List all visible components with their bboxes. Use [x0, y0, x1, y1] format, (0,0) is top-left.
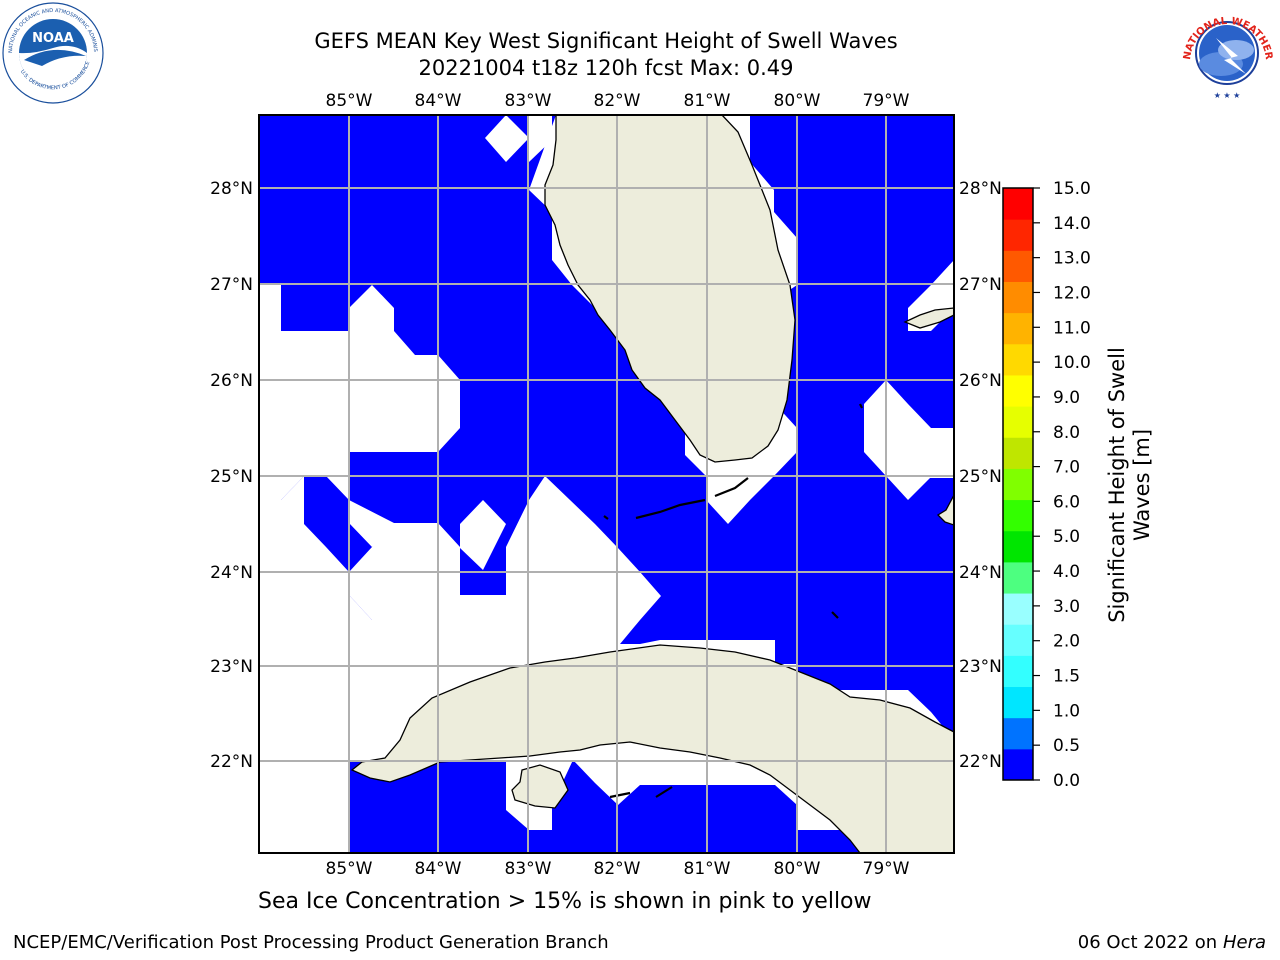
latitude-label: 27°N	[210, 275, 253, 295]
isla-de-la-juventud	[511, 764, 569, 809]
longitude-label: 83°W	[505, 859, 552, 879]
footer-host: Hera	[1222, 932, 1266, 953]
latitude-labels-right: 28°N 27°N 26°N 25°N 24°N 23°N 22°N	[959, 179, 1002, 772]
colorbar-tick-label: 13.0	[1053, 249, 1091, 269]
bahamas-grand-bahama	[903, 307, 954, 329]
colorbar-segment	[1003, 219, 1033, 251]
colorbar-segment	[1003, 655, 1033, 688]
colorbar-tick-label: 6.0	[1053, 492, 1080, 512]
colorbar-segment	[1003, 686, 1033, 719]
colorbar-tick-label: 5.0	[1053, 527, 1080, 547]
keys	[603, 403, 863, 799]
latitude-label: 22°N	[959, 752, 1002, 772]
colorbar-segment	[1003, 250, 1033, 282]
colorbar-label-line-2: Waves [m]	[1130, 428, 1154, 542]
colorbar-tick-label: 10.0	[1053, 353, 1091, 373]
colorbar	[1003, 188, 1033, 781]
colorbar-segment	[1003, 343, 1033, 376]
colorbar-tick-label: 0.0	[1053, 771, 1080, 791]
colorbar-segment	[1003, 561, 1033, 594]
title-line-1: GEFS MEAN Key West Significant Height of…	[314, 29, 898, 53]
colorbar-tick-label: 7.0	[1053, 458, 1080, 478]
colorbar-segment	[1003, 374, 1033, 407]
latitude-label: 22°N	[210, 752, 253, 772]
latitude-label: 27°N	[959, 275, 1002, 295]
latitude-label: 23°N	[959, 657, 1002, 677]
colorbar-segment	[1003, 499, 1033, 532]
colorbar-segment	[1003, 281, 1033, 314]
longitude-label: 84°W	[415, 859, 462, 879]
longitude-label: 83°W	[505, 91, 552, 111]
colorbar-segment	[1003, 312, 1033, 345]
land	[350, 115, 954, 853]
colorbar-tick-label: 1.5	[1053, 667, 1080, 687]
longitude-labels-top: 85°W 84°W 83°W 82°W 81°W 80°W 79°W	[326, 91, 910, 111]
bahamas-andros	[936, 494, 954, 526]
colorbar-segment	[1003, 717, 1033, 750]
latitude-label: 28°N	[959, 179, 1002, 199]
colorbar-segment	[1003, 530, 1033, 563]
colorbar-segment	[1003, 188, 1033, 220]
noaa-logo-text: NOAA	[32, 31, 74, 46]
latitude-label: 25°N	[210, 467, 253, 487]
longitude-label: 85°W	[326, 91, 373, 111]
svg-text:★ ★ ★: ★ ★ ★	[1214, 91, 1241, 100]
map-frame	[258, 114, 955, 854]
footer-producer: NCEP/EMC/Verification Post Processing Pr…	[13, 932, 609, 953]
longitude-label: 79°W	[863, 859, 910, 879]
colorbar-tick-label: 1.0	[1053, 701, 1080, 721]
longitude-label: 81°W	[684, 859, 731, 879]
colorbar-segment	[1003, 437, 1033, 469]
footer-date-text: 06 Oct 2022 on	[1077, 932, 1223, 953]
latitude-labels-left: 28°N 27°N 26°N 25°N 24°N 23°N 22°N	[210, 179, 253, 772]
longitude-label: 84°W	[415, 91, 462, 111]
colorbar-label-line-1: Significant Height of Swell	[1105, 347, 1129, 623]
colorbar-segment	[1003, 406, 1033, 438]
colorbar-frame	[1002, 187, 1034, 781]
latitude-label: 24°N	[210, 563, 253, 583]
colorbar-tick-label: 11.0	[1053, 318, 1091, 338]
colorbar-tick-label: 12.0	[1053, 283, 1091, 303]
longitude-label: 81°W	[684, 91, 731, 111]
colorbar-ticks: 0.0 0.5 1.0 1.5 2.0 3.0 4.0 5.0 6.0 7.0 8.0 9.0 10.0…	[1033, 179, 1091, 791]
longitude-label: 82°W	[594, 859, 641, 879]
latitude-label: 25°N	[959, 467, 1002, 487]
sea-ice-footnote: Sea Ice Concentration > 15% is shown in …	[258, 889, 872, 914]
colorbar-segment	[1003, 468, 1033, 501]
colorbar-tick-label: 3.0	[1053, 597, 1080, 617]
graticule	[259, 115, 954, 853]
colorbar-segment	[1003, 593, 1033, 625]
florida-peninsula	[544, 115, 796, 463]
colorbar-tick-label: 14.0	[1053, 214, 1091, 234]
longitude-label: 80°W	[774, 91, 821, 111]
noaa-logo: NOAA NATIONAL OCEANIC AND ATMOSPHERIC AD…	[2, 2, 104, 104]
longitude-label: 80°W	[774, 859, 821, 879]
latitude-label: 26°N	[959, 371, 1002, 391]
colorbar-tick-label: 9.0	[1053, 388, 1080, 408]
colorbar-tick-label: 0.5	[1053, 736, 1080, 756]
longitude-label: 82°W	[594, 91, 641, 111]
latitude-label: 24°N	[959, 563, 1002, 583]
latitude-label: 28°N	[210, 179, 253, 199]
colorbar-tick-label: 2.0	[1053, 632, 1080, 652]
footer-date: 06 Oct 2022 on Hera	[1078, 932, 1266, 953]
colorbar-segment	[1003, 748, 1033, 781]
latitude-label: 26°N	[210, 371, 253, 391]
latitude-label: 23°N	[210, 657, 253, 677]
longitude-label: 85°W	[326, 859, 373, 879]
colorbar-segment	[1003, 624, 1033, 656]
colorbar-tick-label: 15.0	[1053, 179, 1091, 199]
longitude-label: 79°W	[863, 91, 910, 111]
title-line-2: 20221004 t18z 120h fcst Max: 0.49	[418, 56, 794, 80]
colorbar-tick-label: 8.0	[1053, 423, 1080, 443]
longitude-labels-bottom: 85°W 84°W 83°W 82°W 81°W 80°W 79°W	[326, 859, 910, 879]
nws-logo: NATIONAL WEATHER SERVICE ★ ★ ★	[1176, 2, 1276, 102]
colorbar-tick-label: 4.0	[1053, 562, 1080, 582]
